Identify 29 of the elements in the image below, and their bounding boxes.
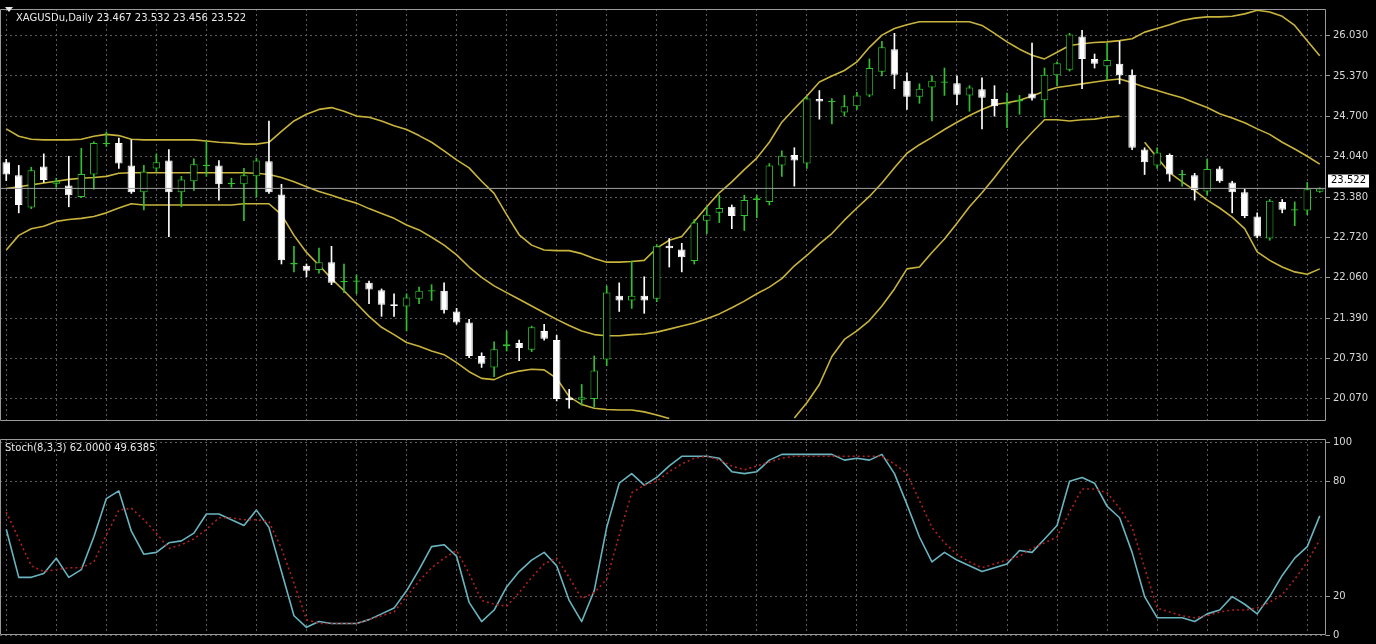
candlestick — [1103, 42, 1111, 80]
chart-title: Stoch(8,3,3) 62.0000 49.6385 — [5, 441, 156, 453]
y-tick-label: 20.730 — [1333, 351, 1368, 363]
ref-line-label: 23.522 — [1331, 174, 1366, 186]
candlestick — [627, 260, 636, 309]
chart-title: XAGUSDu,Daily 23.467 23.532 23.456 23.522 — [16, 11, 247, 23]
candlestick — [978, 77, 986, 130]
y-tick-label: 25.370 — [1333, 69, 1368, 81]
candlestick — [515, 339, 523, 362]
y-tick-label: 100 — [1333, 436, 1353, 448]
y-tick-label: 21.390 — [1333, 311, 1368, 323]
y-tick-label: 24.700 — [1333, 110, 1368, 122]
y-tick-label: 24.040 — [1333, 150, 1368, 162]
candlestick — [703, 206, 711, 234]
y-tick-label: 0 — [1333, 628, 1340, 640]
y-tick-label: 80 — [1333, 474, 1346, 486]
candlestick — [928, 75, 936, 122]
candlestick — [640, 276, 648, 314]
candlestick — [715, 194, 724, 223]
candlestick — [577, 384, 586, 406]
y-tick-label: 20 — [1333, 590, 1346, 602]
y-tick-label: 23.380 — [1333, 190, 1368, 202]
y-tick-label: 26.030 — [1333, 29, 1368, 41]
candlestick — [240, 168, 248, 222]
candlestick — [65, 155, 73, 208]
y-tick-label: 20.070 — [1333, 392, 1368, 404]
y-tick-label: 22.060 — [1333, 270, 1368, 282]
candlestick — [615, 282, 623, 312]
y-tick-label: 22.720 — [1333, 230, 1368, 242]
